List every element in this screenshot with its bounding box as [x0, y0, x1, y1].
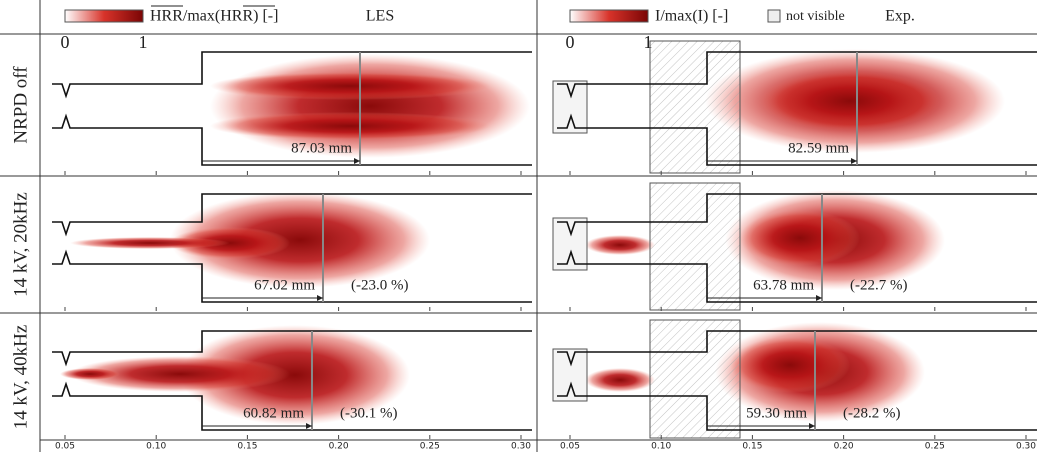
x-tick-label: 0.10	[146, 442, 166, 452]
flame	[585, 235, 655, 255]
x-tick-label: 0.15	[237, 442, 257, 452]
length-label: 63.78 mm	[753, 277, 814, 293]
flame	[730, 337, 850, 393]
not-visible-region	[650, 183, 740, 310]
x-tick-label: 0.05	[560, 442, 580, 452]
panel-title: LES	[366, 8, 394, 25]
length-label: 59.30 mm	[746, 405, 807, 421]
not-visible-region	[553, 218, 587, 270]
change-label: (-30.1 %)	[340, 405, 397, 421]
flame	[210, 54, 530, 158]
row-label: 14 kV, 20kHz	[10, 192, 31, 297]
colorbar-min: 0	[566, 32, 575, 52]
length-label: 67.02 mm	[254, 277, 315, 293]
row-label: NRPD off	[10, 66, 31, 144]
x-tick-label: 0.20	[329, 442, 349, 452]
x-tick-label: 0.30	[1016, 442, 1036, 452]
not-visible-region	[650, 41, 740, 173]
panel-title: Exp.	[885, 8, 915, 25]
x-tick-label: 0.15	[742, 442, 762, 452]
flame	[740, 210, 860, 266]
x-tick-label: 0.25	[420, 442, 440, 452]
flame	[585, 368, 655, 392]
not-visible-region	[553, 349, 587, 401]
colorbar-label: HRR/max(HRR) [-]	[150, 8, 278, 25]
change-label: (-23.0 %)	[351, 277, 408, 293]
x-tick-label: 0.25	[925, 442, 945, 452]
colorbar	[570, 10, 648, 22]
flame	[210, 112, 490, 140]
length-label: 87.03 mm	[291, 140, 352, 156]
flame	[210, 72, 490, 100]
x-tick-label: 0.05	[55, 442, 75, 452]
legend-swatch	[768, 10, 780, 22]
flame	[760, 71, 940, 131]
flame	[70, 237, 230, 249]
flame	[60, 368, 120, 380]
change-label: (-28.2 %)	[843, 405, 900, 421]
colorbar-label: I/max(I) [-]	[655, 8, 728, 25]
colorbar-min: 0	[61, 32, 70, 52]
not-visible-region	[650, 320, 740, 438]
length-label: 82.59 mm	[788, 140, 849, 156]
row-label: 14 kV, 40kHz	[10, 325, 31, 430]
change-label: (-22.7 %)	[850, 277, 907, 293]
not-visible-region	[553, 81, 587, 133]
x-tick-label: 0.20	[834, 442, 854, 452]
length-label: 60.82 mm	[243, 405, 304, 421]
colorbar	[65, 10, 143, 22]
legend-label: not visible	[786, 9, 845, 24]
x-tick-label: 0.10	[651, 442, 671, 452]
x-tick-label: 0.30	[511, 442, 531, 452]
figure: 0 1 HRR/max(HRR) [-] LES 0 1 I/max(I) [-…	[0, 0, 1037, 452]
colorbar-max: 1	[139, 32, 148, 52]
